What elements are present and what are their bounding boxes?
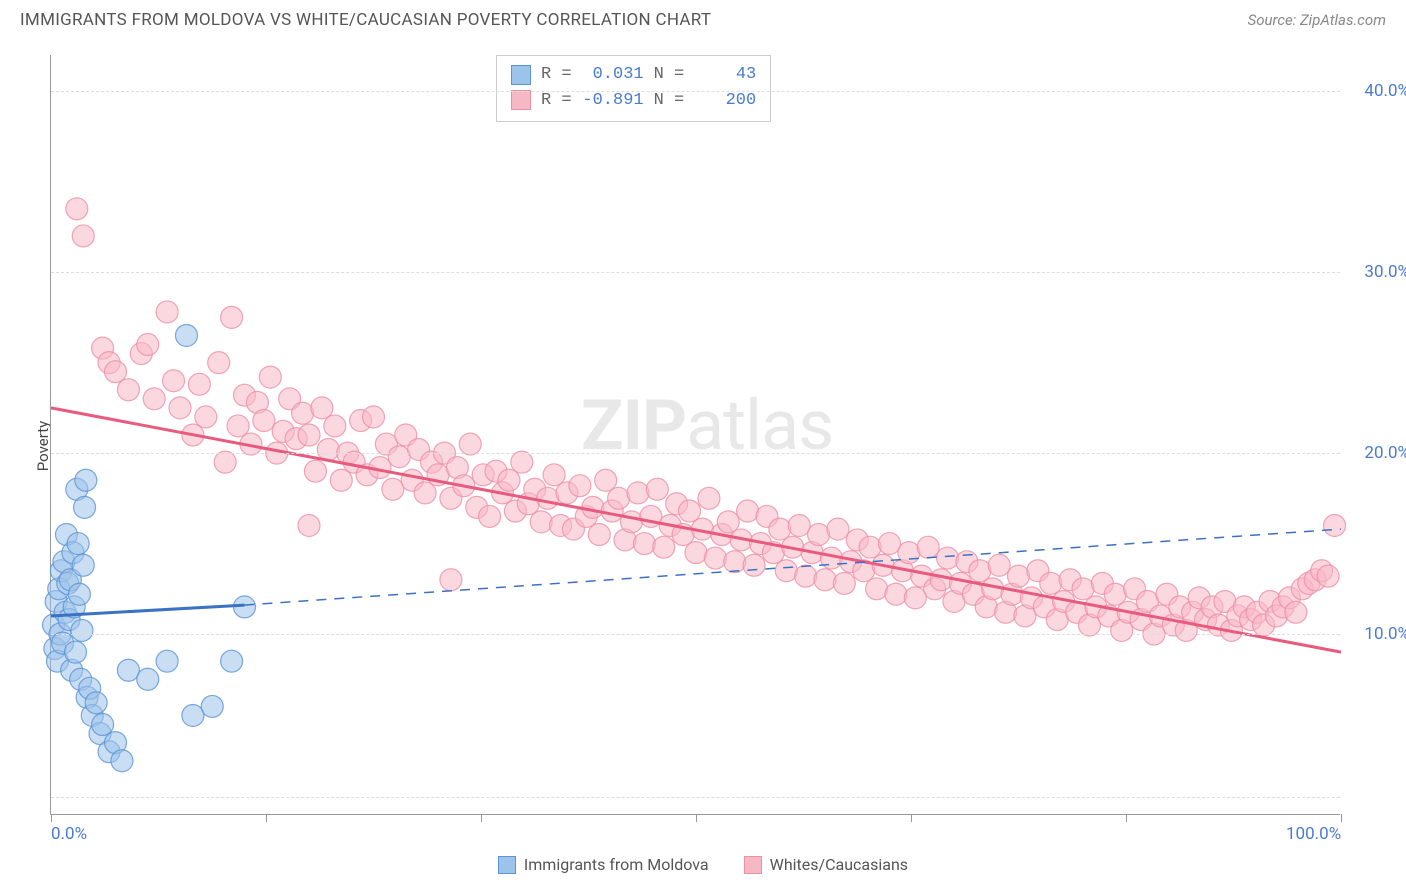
x-tick xyxy=(266,814,267,822)
y-tick-label: 40.0% xyxy=(1350,81,1406,101)
stats-swatch-pink xyxy=(511,90,531,110)
grid-line xyxy=(51,272,1340,273)
x-tick xyxy=(1126,814,1127,822)
x-tick xyxy=(911,814,912,822)
legend-item: Immigrants from Moldova xyxy=(498,855,709,874)
x-tick xyxy=(696,814,697,822)
y-tick-label: 30.0% xyxy=(1350,262,1406,282)
grid-line xyxy=(51,453,1340,454)
legend-swatch xyxy=(744,856,762,874)
x-tick-label: 100.0% xyxy=(1286,824,1341,844)
n-value-blue: 43 xyxy=(694,62,756,88)
source-label: Source: ZipAtlas.com xyxy=(1248,11,1386,29)
grid-line xyxy=(51,634,1340,635)
chart-plot-area: ZIPatlas R = 0.031 N = 43 R = -0.891 N =… xyxy=(50,55,1340,815)
stats-row-blue: R = 0.031 N = 43 xyxy=(511,62,756,88)
legend-swatch xyxy=(498,856,516,874)
legend-item: Whites/Caucasians xyxy=(744,855,908,874)
x-tick-label: 0.0% xyxy=(51,824,87,844)
grid-line xyxy=(51,797,1340,798)
bottom-legend: Immigrants from Moldova Whites/Caucasians xyxy=(0,855,1406,874)
stats-swatch-blue xyxy=(511,65,531,85)
legend-label: Whites/Caucasians xyxy=(770,855,908,874)
y-tick-label: 10.0% xyxy=(1350,624,1406,644)
scatter-svg xyxy=(51,55,1340,814)
y-tick-label: 20.0% xyxy=(1350,443,1406,463)
x-tick xyxy=(1341,814,1342,822)
x-tick xyxy=(51,814,52,822)
r-value-blue: 0.031 xyxy=(582,62,644,88)
chart-title: IMMIGRANTS FROM MOLDOVA VS WHITE/CAUCASI… xyxy=(20,10,711,30)
grid-line xyxy=(51,91,1340,92)
legend-label: Immigrants from Moldova xyxy=(524,855,709,874)
x-tick xyxy=(481,814,482,822)
correlation-stats-box: R = 0.031 N = 43 R = -0.891 N = 200 xyxy=(496,55,771,122)
